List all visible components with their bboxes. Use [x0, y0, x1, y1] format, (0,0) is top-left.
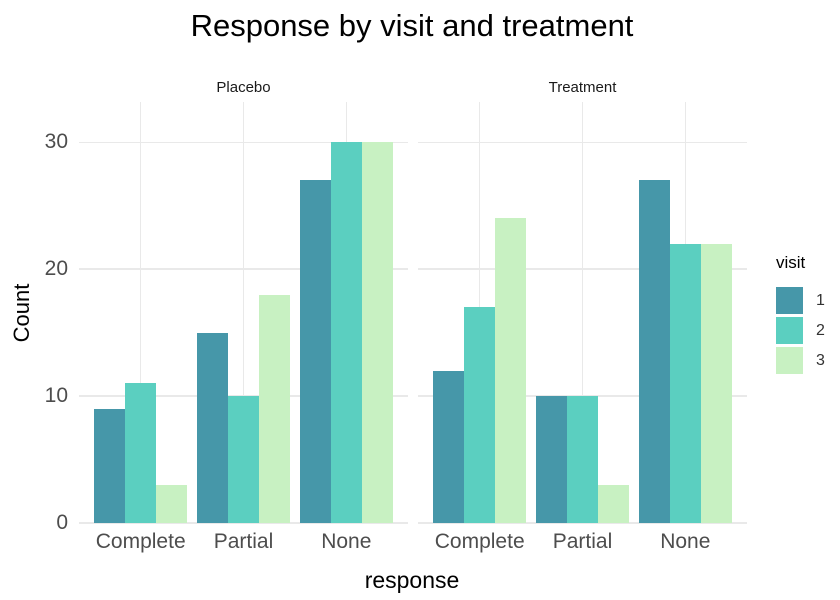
x-tick-label-complete: Complete — [95, 530, 186, 553]
bar-treatment-partial-visit3 — [597, 484, 629, 523]
bar-treatment-partial-visit1 — [536, 396, 568, 523]
bar-placebo-complete-visit2 — [125, 383, 157, 523]
legend-swatch-icon — [776, 317, 803, 344]
bar-treatment-none-visit2 — [669, 243, 701, 523]
legend-key-visit-2: 2 — [776, 317, 840, 344]
bar-placebo-none-visit2 — [330, 142, 362, 523]
legend-swatch-icon — [776, 347, 803, 374]
gridline-x-partial — [242, 102, 245, 523]
bar-placebo-complete-visit1 — [94, 408, 126, 523]
legend-key-label: 1 — [816, 291, 825, 309]
bar-treatment-none-visit3 — [700, 243, 732, 523]
bar-placebo-none-visit3 — [361, 142, 393, 523]
legend-key-label: 2 — [816, 321, 825, 339]
legend-key-label: 3 — [816, 351, 825, 369]
bar-treatment-complete-visit2 — [464, 307, 496, 523]
gridline-x-partial — [581, 102, 584, 523]
facet-panel — [418, 102, 747, 524]
legend-title: visit — [776, 253, 806, 272]
x-tick-label-partial: Partial — [213, 530, 274, 553]
gridline-x-complete — [139, 102, 142, 523]
legend-key-visit-3: 3 — [776, 347, 840, 374]
bar-treatment-partial-visit2 — [567, 396, 598, 523]
y-tick-label-0: 0 — [56, 511, 68, 534]
x-tick-label-none: None — [321, 530, 372, 553]
legend: visit 1 2 3 — [776, 253, 840, 377]
bar-placebo-complete-visit3 — [156, 484, 187, 523]
bar-placebo-none-visit1 — [300, 180, 331, 523]
gridline-y-0 — [79, 522, 408, 524]
facet-strip-label: Placebo — [216, 79, 271, 96]
x-tick-label-complete: Complete — [434, 530, 525, 553]
bar-treatment-complete-visit3 — [495, 218, 526, 523]
bar-placebo-partial-visit1 — [197, 332, 229, 523]
gridline-y-0 — [418, 522, 747, 524]
facet-strip-label: Treatment — [548, 79, 617, 96]
bar-placebo-partial-visit3 — [258, 294, 290, 523]
facet-panel — [79, 102, 408, 524]
y-tick-label-30: 30 — [44, 130, 68, 154]
x-tick-label-partial: Partial — [552, 530, 613, 553]
y-tick-label-10: 10 — [44, 384, 68, 408]
bar-treatment-none-visit1 — [639, 180, 670, 523]
y-axis-title: Count — [9, 283, 34, 343]
legend-keys: 1 2 3 — [776, 287, 840, 374]
x-tick-label-none: None — [660, 530, 711, 553]
x-axis-title: response — [364, 567, 460, 593]
bar-placebo-partial-visit2 — [228, 396, 259, 523]
bar-treatment-complete-visit1 — [433, 370, 465, 523]
y-tick-label-20: 20 — [44, 257, 68, 281]
legend-key-visit-1: 1 — [776, 287, 840, 314]
legend-swatch-icon — [776, 287, 803, 314]
chart-title: Response by visit and treatment — [190, 8, 634, 43]
